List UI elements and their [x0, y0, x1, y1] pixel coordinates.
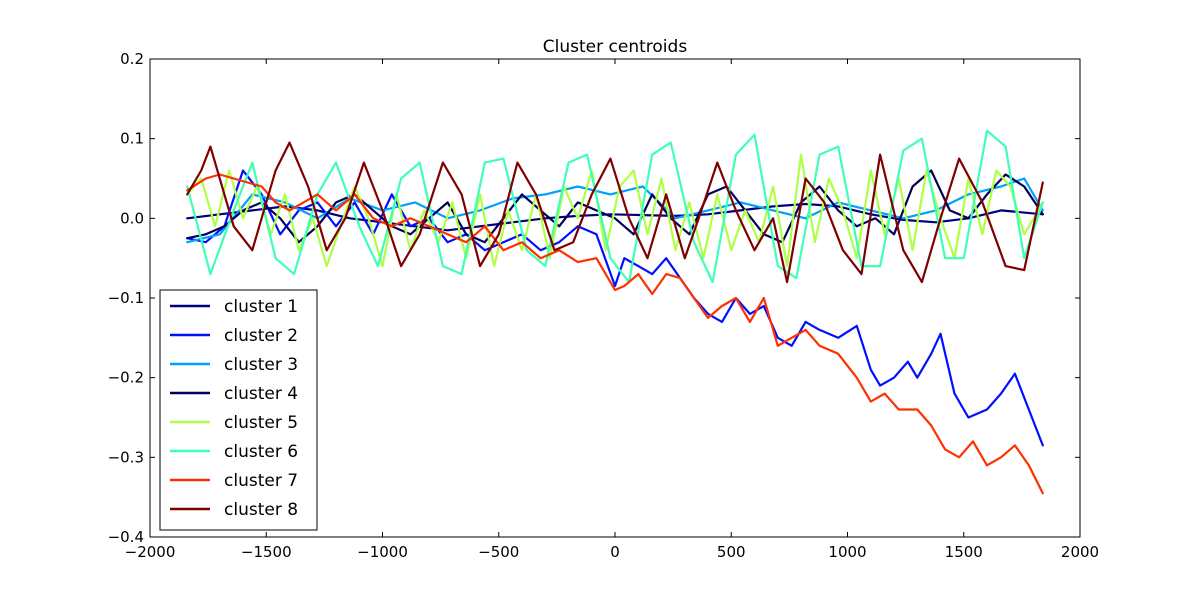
y-tick-label: −0.3 [108, 448, 144, 466]
legend-label: cluster 2 [224, 326, 298, 346]
x-tick-label: 500 [717, 543, 746, 561]
y-tick-label: −0.4 [108, 528, 144, 546]
legend-label: cluster 8 [224, 500, 298, 520]
y-tick-label: 0.0 [120, 209, 144, 227]
legend-box [159, 289, 318, 531]
legend: cluster 1 cluster 2 cluster 3 cluster 4 clus… [159, 289, 318, 531]
legend-label: cluster 7 [224, 471, 298, 491]
series-line-4 [186, 169, 1044, 244]
x-tick-label: 1000 [828, 543, 866, 561]
legend-label: cluster 5 [224, 413, 298, 433]
x-tick-label: −1500 [241, 543, 292, 561]
x-tick-label: 2000 [1061, 543, 1099, 561]
ticks-layer: −2000 −1500 −1000 −500 0 500 1000 1500 2000 0.2 0.… [108, 50, 1100, 561]
series-layer [186, 129, 1044, 495]
legend-label: cluster 3 [224, 355, 298, 375]
x-tick-label: −500 [478, 543, 519, 561]
legend-label: cluster 6 [224, 442, 298, 462]
series-line-7 [186, 173, 1044, 495]
y-tick-label: 0.1 [120, 130, 144, 148]
y-tick-label: 0.2 [120, 50, 144, 68]
legend-label: cluster 4 [224, 384, 298, 404]
y-tick-label: −0.1 [108, 289, 144, 307]
x-tick-label: −1000 [357, 543, 408, 561]
x-tick-label: −2000 [125, 543, 176, 561]
series-line-8 [186, 141, 1044, 284]
legend-label: cluster 1 [224, 297, 298, 317]
chart-title: Cluster centroids [543, 37, 688, 57]
x-tick-label: 1500 [945, 543, 983, 561]
x-tick-label: 0 [610, 543, 620, 561]
series-line-2 [186, 169, 1044, 447]
series-line-6 [186, 129, 1044, 284]
y-tick-label: −0.2 [108, 369, 144, 387]
